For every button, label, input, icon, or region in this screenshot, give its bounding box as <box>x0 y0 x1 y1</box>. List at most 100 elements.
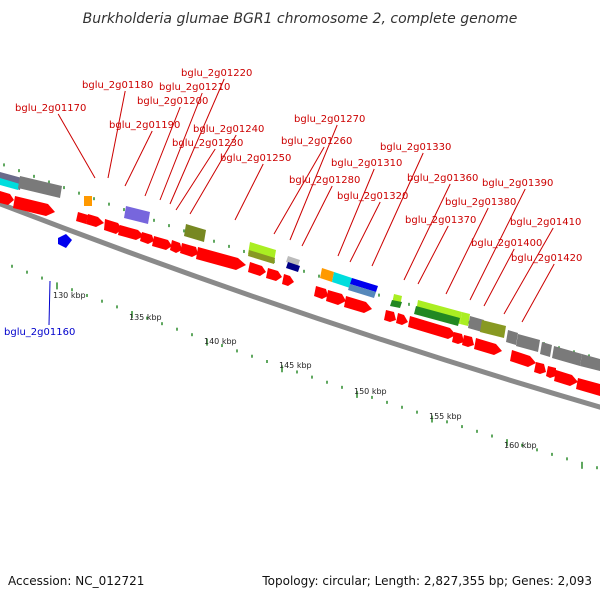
feature-cds <box>344 296 372 313</box>
feature-green <box>390 300 402 308</box>
feature-cds <box>170 240 182 253</box>
feature-olive <box>184 224 206 242</box>
feature-gray <box>506 330 518 345</box>
map-title: Burkholderia glumae BGR1 chromosome 2, c… <box>83 11 518 27</box>
feature-cds <box>266 268 282 281</box>
scale-label: 145 kbp <box>279 361 312 370</box>
feature-cds <box>462 335 474 347</box>
leader-line <box>124 130 153 187</box>
feature-cds <box>86 214 104 227</box>
feature-cds <box>408 316 456 339</box>
gene-labels: bglu_2g01160bglu_2g01170bglu_2g01180bglu… <box>4 68 582 338</box>
label-leaders <box>48 78 555 326</box>
feature-cds <box>554 370 578 386</box>
feature-lime <box>460 312 470 326</box>
gene-label: bglu_2g01180 <box>82 80 153 91</box>
feature-steel <box>348 284 376 298</box>
scale-labels: 130 kbp 135 kbp 140 kbp 145 kbp 150 kbp 155 k… <box>53 291 537 450</box>
feature-cds <box>196 247 246 270</box>
gene-label: bglu_2g01260 <box>281 136 352 147</box>
feature-cyan <box>332 272 352 288</box>
feature-olive <box>480 320 506 338</box>
feature-cds <box>384 310 396 322</box>
leader-line <box>445 207 489 295</box>
feature-cds <box>13 196 55 216</box>
gene-label: bglu_2g01210 <box>159 82 230 93</box>
gene-label: bglu_2g01310 <box>331 158 402 169</box>
leader-line <box>189 134 237 215</box>
leader-line <box>521 263 555 323</box>
scale-label: 130 kbp <box>53 291 86 300</box>
leader-line <box>57 113 96 179</box>
feature-purple <box>124 206 150 224</box>
leader-line <box>403 183 451 281</box>
feature-cds <box>282 274 294 286</box>
feature-cds <box>104 219 122 234</box>
feature-gray <box>580 354 600 371</box>
gene-label: bglu_2g01230 <box>172 138 243 149</box>
scale-label: 160 kbp <box>504 441 537 450</box>
gene-features <box>0 172 600 396</box>
feature-cds <box>140 232 154 244</box>
gene-label: bglu_2g01270 <box>294 114 365 125</box>
leader-line <box>48 280 51 326</box>
gene-label: bglu_2g01420 <box>511 253 582 264</box>
scale-label: 155 kbp <box>429 412 462 421</box>
feature-cds <box>510 350 536 367</box>
gene-label: bglu_2g01400 <box>471 238 542 249</box>
feature-cds <box>546 366 556 378</box>
leader-line <box>289 124 338 241</box>
feature-gray <box>540 342 552 357</box>
feature-gray <box>516 334 540 352</box>
gene-label: bglu_2g01160 <box>4 327 75 338</box>
gene-label: bglu_2g01370 <box>405 215 476 226</box>
leader-line <box>107 90 126 179</box>
leader-line <box>234 163 264 221</box>
feature-cds <box>452 332 464 344</box>
feature-gray <box>468 316 484 332</box>
leader-line <box>337 168 375 257</box>
feature-gray <box>552 346 582 366</box>
inner-tick-ring <box>11 264 598 470</box>
gene-label: bglu_2g01330 <box>380 142 451 153</box>
feature-cds <box>248 262 266 276</box>
scale-label: 140 kbp <box>204 337 237 346</box>
leader-line <box>417 225 449 285</box>
gene-label: bglu_2g01410 <box>510 217 581 228</box>
feature-gray <box>18 176 62 198</box>
feature-cds <box>118 225 144 240</box>
leader-line <box>371 152 424 267</box>
feature-cds <box>474 338 502 355</box>
leader-line <box>349 201 381 263</box>
feature-silver <box>286 256 300 266</box>
backbone-line <box>0 201 600 410</box>
feature-cds <box>314 286 328 299</box>
feature-blue-cds <box>58 234 72 248</box>
gene-label: bglu_2g01250 <box>220 153 291 164</box>
genome-backbone <box>0 201 600 410</box>
feature-green <box>414 306 460 326</box>
leader-line <box>144 106 181 197</box>
gene-label: bglu_2g01280 <box>289 175 360 186</box>
feature-cds <box>396 313 408 325</box>
leader-line <box>175 148 216 211</box>
feature-cds <box>534 362 546 374</box>
feature-orange <box>84 196 92 206</box>
feature-cds <box>180 243 198 257</box>
leader-line <box>301 185 333 247</box>
leader-line <box>503 227 554 315</box>
leader-line <box>169 78 225 205</box>
topology-text: Topology: circular; Length: 2,827,355 bp… <box>262 574 592 588</box>
accession-text: Accession: NC_012721 <box>8 574 145 588</box>
gene-label: bglu_2g01190 <box>109 120 180 131</box>
gene-label: bglu_2g01390 <box>482 178 553 189</box>
feature-cds <box>0 191 14 205</box>
feature-orange <box>320 268 334 282</box>
gene-label: bglu_2g01360 <box>407 173 478 184</box>
gene-label: bglu_2g01200 <box>137 96 208 107</box>
gene-label: bglu_2g01240 <box>193 124 264 135</box>
feature-cds <box>76 212 88 224</box>
feature-blue <box>350 278 378 292</box>
leader-line <box>469 188 526 301</box>
